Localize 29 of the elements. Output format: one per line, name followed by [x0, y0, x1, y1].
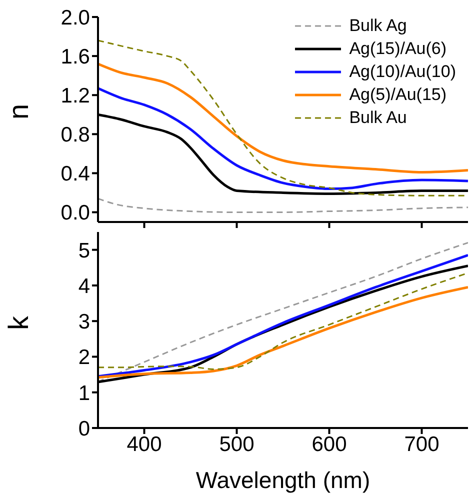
legend-label: Ag(10)/Au(10) [349, 61, 456, 83]
y-tick-label: 3 [78, 310, 90, 334]
y-axis-title: k [2, 315, 34, 330]
legend-label: Bulk Au [349, 107, 407, 129]
y-tick-label: 0.0 [60, 202, 90, 225]
legend-label: Ag(15)/Au(6) [349, 38, 447, 60]
y-tick-label: 1 [78, 382, 90, 405]
line-series [98, 198, 468, 213]
legend-label: Bulk Ag [349, 15, 407, 37]
y-tick-label: 1.2 [60, 84, 90, 108]
y-axis-title: n [2, 104, 34, 120]
x-axis-title: Wavelength (nm) [196, 467, 370, 493]
y-tick-label: 4 [78, 274, 90, 298]
y-tick-label: 5 [78, 239, 90, 262]
x-tick-label: 400 [126, 432, 162, 456]
y-tick-label: 1.6 [60, 46, 90, 69]
y-tick-label: 0.4 [60, 162, 90, 186]
line-series [98, 87, 468, 190]
y-tick-label: 0.8 [60, 124, 90, 147]
line-series [98, 62, 468, 174]
legend-label: Ag(5)/Au(15) [349, 84, 447, 106]
y-tick-label: 2 [78, 346, 90, 370]
line-series [98, 286, 468, 379]
x-tick-label: 600 [312, 432, 347, 456]
y-tick-label: 2.0 [60, 6, 90, 30]
x-tick-label: 700 [404, 432, 440, 456]
x-tick-label: 500 [219, 432, 254, 456]
y-tick-label: 0 [78, 417, 90, 440]
line-series [98, 272, 468, 370]
